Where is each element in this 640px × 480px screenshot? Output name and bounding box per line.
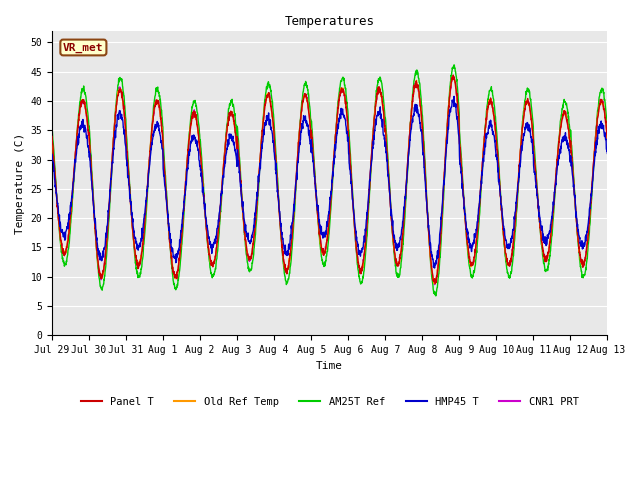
Panel T <box>431 281 439 287</box>
AM25T Ref <box>492 114 499 120</box>
Old Ref Temp <box>346 153 353 159</box>
Panel T <box>203 231 211 237</box>
HMP45 T <box>450 94 458 99</box>
Old Ref Temp <box>48 138 56 144</box>
AM25T Ref <box>604 123 611 129</box>
Title: Temperatures: Temperatures <box>285 15 374 28</box>
AM25T Ref <box>48 125 56 131</box>
HMP45 T <box>346 166 353 172</box>
Old Ref Temp <box>555 140 563 146</box>
CNR1 PRT <box>203 231 211 237</box>
AM25T Ref <box>358 279 365 285</box>
Panel T <box>604 138 611 144</box>
CNR1 PRT <box>48 138 56 144</box>
AM25T Ref <box>203 231 211 237</box>
Panel T <box>570 186 578 192</box>
Old Ref Temp <box>604 137 611 143</box>
Old Ref Temp <box>449 73 456 79</box>
CNR1 PRT <box>431 282 438 288</box>
CNR1 PRT <box>346 149 353 155</box>
HMP45 T <box>358 250 365 255</box>
Panel T <box>358 268 365 274</box>
Old Ref Temp <box>430 280 438 286</box>
AM25T Ref <box>555 136 563 142</box>
AM25T Ref <box>570 184 578 190</box>
HMP45 T <box>604 151 611 156</box>
Panel T <box>48 133 56 139</box>
AM25T Ref <box>346 140 353 145</box>
Old Ref Temp <box>203 231 211 237</box>
Line: AM25T Ref: AM25T Ref <box>52 65 607 296</box>
AM25T Ref <box>451 62 458 68</box>
AM25T Ref <box>432 293 440 299</box>
CNR1 PRT <box>604 137 611 143</box>
Panel T <box>555 139 563 145</box>
HMP45 T <box>48 152 56 157</box>
CNR1 PRT <box>555 139 563 145</box>
Line: Panel T: Panel T <box>52 75 607 284</box>
Panel T <box>492 128 499 134</box>
Old Ref Temp <box>492 130 499 136</box>
Line: CNR1 PRT: CNR1 PRT <box>52 76 607 285</box>
Legend: Panel T, Old Ref Temp, AM25T Ref, HMP45 T, CNR1 PRT: Panel T, Old Ref Temp, AM25T Ref, HMP45 … <box>77 393 583 411</box>
HMP45 T <box>492 146 499 152</box>
CNR1 PRT <box>492 127 499 133</box>
HMP45 T <box>203 223 211 229</box>
HMP45 T <box>570 192 578 198</box>
HMP45 T <box>555 153 563 159</box>
Panel T <box>449 72 457 78</box>
CNR1 PRT <box>358 266 365 272</box>
Old Ref Temp <box>570 190 578 195</box>
Old Ref Temp <box>358 267 365 273</box>
CNR1 PRT <box>570 188 578 194</box>
Line: Old Ref Temp: Old Ref Temp <box>52 76 607 283</box>
Y-axis label: Temperature (C): Temperature (C) <box>15 132 25 234</box>
Text: VR_met: VR_met <box>63 42 104 53</box>
X-axis label: Time: Time <box>316 360 343 371</box>
HMP45 T <box>431 265 438 271</box>
Panel T <box>346 149 353 155</box>
CNR1 PRT <box>449 73 457 79</box>
Line: HMP45 T: HMP45 T <box>52 96 607 268</box>
